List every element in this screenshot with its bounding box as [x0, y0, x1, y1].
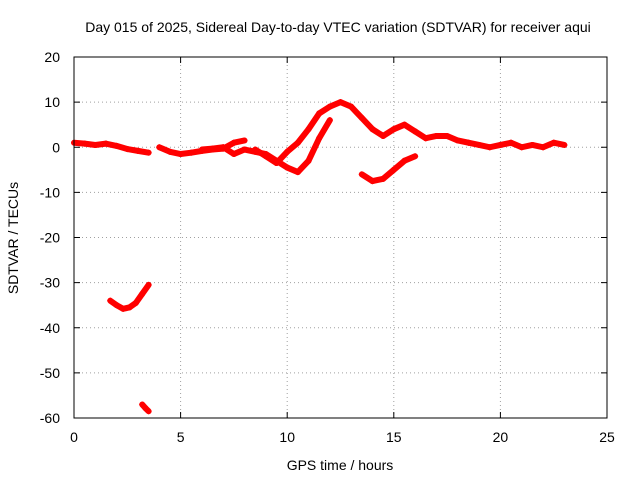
series-main-arc-d — [252, 99, 504, 167]
y-tick-label: 20 — [44, 49, 60, 65]
data-point-band — [401, 153, 419, 164]
series-main-arc-a — [71, 139, 152, 156]
x-tick-label: 25 — [599, 429, 615, 445]
series-short-arc — [358, 153, 419, 185]
data-point — [145, 149, 152, 156]
y-tick-label: -20 — [40, 230, 60, 246]
y-tick-label: -60 — [40, 410, 60, 426]
series-low-arc — [107, 281, 152, 312]
y-tick-label: 0 — [52, 139, 60, 155]
x-tick-label: 20 — [493, 429, 509, 445]
data-point-band — [305, 110, 323, 133]
y-tick-label: -30 — [40, 275, 60, 291]
y-tick-label: -50 — [40, 365, 60, 381]
y-tick-label: 10 — [44, 94, 60, 110]
data-point-band — [305, 135, 323, 164]
data-point-band — [316, 117, 333, 142]
data-point — [326, 117, 333, 124]
x-tick-label: 0 — [70, 429, 78, 445]
y-axis-label: SDTVAR / TECUs — [5, 182, 21, 294]
axis-ticks: 0 5 10 15 20 25 20 10 0 -10 -20 -30 -40 -50 -60 — [40, 49, 615, 445]
data-point-band — [142, 405, 152, 415]
data-point — [561, 141, 568, 148]
y-tick-label: -40 — [40, 320, 60, 336]
series-main-arc-e — [497, 139, 568, 151]
y-tick-label: -10 — [40, 184, 60, 200]
x-tick-label: 15 — [386, 429, 402, 445]
data-point — [145, 281, 152, 288]
data-point — [241, 137, 248, 144]
data-point — [412, 153, 419, 160]
data-point-band — [139, 281, 152, 297]
x-tick-label: 5 — [177, 429, 185, 445]
series-bottom-arc — [139, 401, 152, 415]
x-tick-label: 10 — [279, 429, 295, 445]
data-point — [145, 408, 152, 415]
x-axis-label: GPS time / hours — [287, 457, 394, 473]
data-points — [71, 99, 568, 415]
chart-title: Day 015 of 2025, Sidereal Day-to-day VTE… — [85, 19, 591, 35]
